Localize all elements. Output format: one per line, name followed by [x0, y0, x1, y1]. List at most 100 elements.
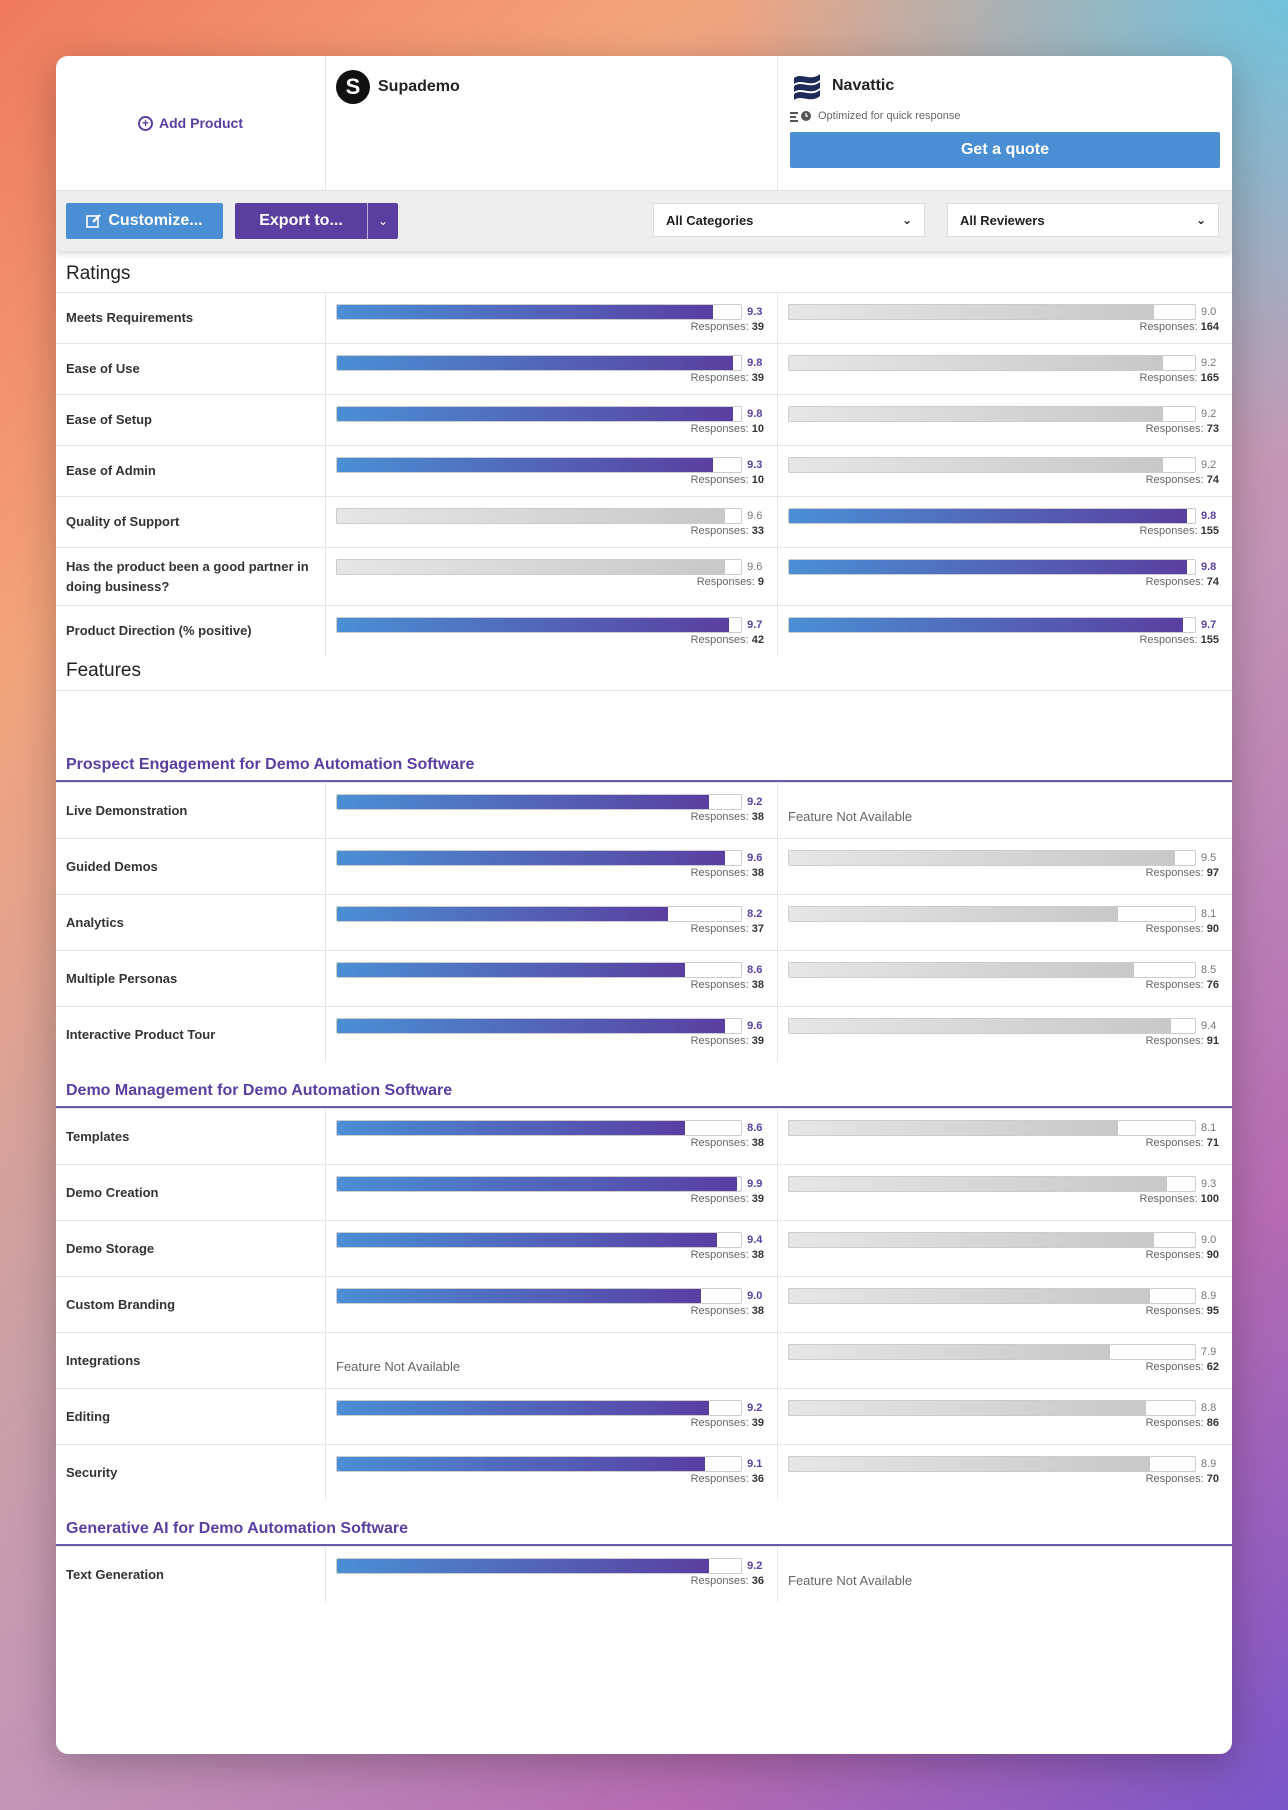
score-bar-fill: [789, 963, 1135, 977]
score-bar-row: 9.8: [336, 355, 767, 371]
score-value: 9.8: [1201, 510, 1217, 522]
score-bar-fill: [789, 1401, 1147, 1415]
row-label: Demo Storage: [56, 1221, 326, 1276]
score-bar: [336, 1018, 743, 1034]
score-cell: 9.1 Responses: 36: [326, 1445, 778, 1500]
score-bar-fill: [789, 509, 1187, 523]
table-row: Meets Requirements 9.3 Responses: 39 9.0 Res…: [56, 292, 1232, 343]
row-label: Demo Creation: [56, 1165, 326, 1220]
responses-number: 38: [751, 979, 764, 991]
score-bar-row: 9.6: [336, 850, 767, 866]
score-bar: [788, 1176, 1196, 1192]
score-bar-row: 9.1: [336, 1456, 767, 1472]
responses-number: 37: [751, 923, 764, 935]
score-bar: [336, 1558, 743, 1574]
score-bar-fill: [789, 1289, 1151, 1303]
add-product-button[interactable]: + Add Product: [138, 115, 243, 131]
score-bar-row: 9.8: [788, 559, 1222, 575]
score-bar-fill: [789, 305, 1155, 319]
score-cell: 9.4 Responses: 38: [326, 1221, 778, 1276]
score-value: 8.8: [1201, 1402, 1217, 1414]
score-bar-row: 8.1: [788, 1120, 1222, 1136]
responses-count: Responses: 39: [690, 1035, 764, 1047]
responses-count: Responses: 10: [690, 474, 764, 486]
table-row: Editing 9.2 Responses: 39 8.8 Responses: 86: [56, 1388, 1232, 1444]
score-bar-fill: [789, 560, 1187, 574]
customize-button[interactable]: Customize...: [66, 203, 223, 239]
score-value: 8.1: [1201, 908, 1217, 920]
score-bar: [788, 1120, 1196, 1136]
score-value: 9.2: [1201, 408, 1217, 420]
chevron-down-icon: ⌄: [1195, 213, 1206, 227]
table-row: Security 9.1 Responses: 36 8.9 Responses: 70: [56, 1444, 1232, 1500]
reviewers-value: All Reviewers: [960, 212, 1045, 228]
table-row: Product Direction (% positive) 9.7 Respons…: [56, 605, 1232, 656]
responses-count: Responses: 38: [690, 811, 764, 823]
score-bar-row: 9.2: [336, 1400, 767, 1416]
export-dropdown-button[interactable]: ⌄: [367, 203, 398, 239]
responses-number: 62: [1206, 1361, 1219, 1373]
score-bar: [336, 1176, 743, 1192]
score-cell: 9.2 Responses: 74: [778, 446, 1232, 496]
responses-number: 74: [1206, 474, 1219, 486]
responses-count: Responses: 95: [1145, 1305, 1219, 1317]
score-bar: [336, 457, 743, 473]
score-bar: [788, 508, 1196, 524]
responses-number: 90: [1206, 1249, 1219, 1261]
score-bar: [788, 457, 1196, 473]
score-bar: [336, 850, 743, 866]
responses-count: Responses: 91: [1145, 1035, 1219, 1047]
table-row: Custom Branding 9.0 Responses: 38 8.9 Respon…: [56, 1276, 1232, 1332]
responses-number: 74: [1206, 576, 1219, 588]
score-bar-fill: [789, 907, 1118, 921]
score-bar: [336, 304, 743, 320]
responses-number: 10: [751, 474, 764, 486]
responses-number: 33: [751, 525, 764, 537]
score-bar: [788, 962, 1196, 978]
categories-select[interactable]: All Categories ⌄: [653, 203, 925, 237]
score-cell: 9.2 Responses: 73: [778, 395, 1232, 445]
score-cell: 8.1 Responses: 90: [778, 895, 1232, 950]
product-name[interactable]: Navattic: [832, 77, 895, 94]
responses-number: 165: [1200, 372, 1219, 384]
responses-number: 73: [1206, 423, 1219, 435]
responses-count: Responses: 37: [690, 923, 764, 935]
categories-value: All Categories: [666, 212, 754, 228]
table-row: Multiple Personas 8.6 Responses: 38 8.5 Resp…: [56, 950, 1232, 1006]
reviewers-select[interactable]: All Reviewers ⌄: [947, 203, 1219, 237]
score-cell: Feature Not Available: [778, 1547, 1232, 1602]
score-bar: [788, 617, 1196, 633]
responses-number: 42: [751, 634, 764, 646]
score-value: 9.3: [1201, 1178, 1217, 1190]
score-value: 9.9: [747, 1178, 763, 1190]
table-row: Analytics 8.2 Responses: 37 8.1 Responses: 9…: [56, 894, 1232, 950]
responses-number: 39: [751, 1193, 764, 1205]
responses-count: Responses: 90: [1145, 923, 1219, 935]
score-cell: 9.7 Responses: 155: [778, 606, 1232, 656]
product-name[interactable]: Supademo: [378, 78, 460, 95]
score-value: 8.6: [747, 964, 763, 976]
score-cell: 9.6 Responses: 38: [326, 839, 778, 894]
export-button[interactable]: Export to...: [235, 203, 367, 239]
score-value: 8.5: [1201, 964, 1217, 976]
table-row: Live Demonstration 9.2 Responses: 38 Featur…: [56, 782, 1232, 838]
score-bar-fill: [337, 1121, 685, 1135]
score-value: 9.1: [747, 1458, 763, 1470]
responses-number: 91: [1206, 1035, 1219, 1047]
score-cell: 9.8 Responses: 155: [778, 497, 1232, 547]
score-bar-row: 9.2: [788, 406, 1222, 422]
score-bar-fill: [337, 1401, 709, 1415]
features-section: Features Prospect Engagement for Demo Au…: [56, 656, 1232, 1602]
customize-label: Customize...: [108, 212, 203, 229]
responses-number: 100: [1200, 1193, 1219, 1205]
score-bar-row: 9.0: [336, 1288, 767, 1304]
score-cell: 9.8 Responses: 74: [778, 548, 1232, 605]
product-column-navattic: Navattic Optimized for quick response Ge…: [778, 56, 1232, 190]
score-value: 9.8: [1201, 561, 1217, 573]
feature-group-title: Generative AI for Demo Automation Softwa…: [56, 1500, 1232, 1546]
score-bar: [336, 508, 743, 524]
score-bar-row: 9.3: [788, 1176, 1222, 1192]
score-cell: 9.8 Responses: 10: [326, 395, 778, 445]
table-row: Ease of Use 9.8 Responses: 39 9.2 Responses:…: [56, 343, 1232, 394]
get-quote-button[interactable]: Get a quote: [790, 132, 1220, 168]
